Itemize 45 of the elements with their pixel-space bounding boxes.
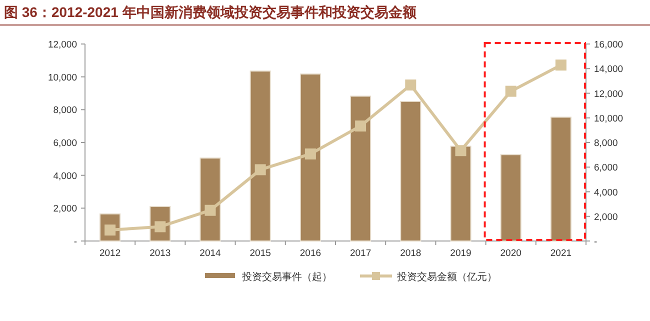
y-tick-label: 12,000 [48,40,77,50]
chart-title: 图 36：2012-2021 年中国新消费领域投资交易事件和投资交易金额 [4,4,418,20]
y2-tick-label: - [594,236,598,248]
x-tick-label: 2015 [250,248,271,259]
x-tick-label: 2020 [500,248,522,259]
bar [350,96,372,242]
x-tick-label: 2018 [400,248,422,259]
bar [250,70,271,242]
x-tick-label: 2017 [350,248,372,259]
y2-tick-label: 6,000 [594,162,618,174]
y2-tick-label: 12,000 [594,88,624,100]
legend-label: 投资交易金额（亿元） [396,271,497,283]
point [304,148,316,160]
y2-tick-label: 16,000 [594,40,624,50]
y2-tick-label: 4,000 [594,187,618,198]
point [405,80,416,90]
x-tick-label: 2016 [300,248,322,259]
y2-tick-label: 2,000 [594,212,618,223]
y2-tick-label: 10,000 [594,113,624,124]
y-tick-label: 2,000 [53,204,77,215]
x-tick-label: 2019 [450,248,472,259]
y-tick-label: - [74,236,77,248]
point [204,204,216,216]
bar [550,116,572,242]
point [505,86,516,97]
x-tick-label: 2012 [99,248,121,259]
bar [300,74,321,242]
y-tick-label: 4,000 [53,170,77,182]
x-tick-label: 2013 [150,248,171,259]
x-tick-label: 2021 [550,248,572,259]
bar [400,100,422,242]
legend-label: 投资交易事件（起） [241,271,332,283]
bar [500,154,522,242]
y-tick-label: 10,000 [48,72,77,84]
y2-tick-label: 14,000 [594,64,624,76]
x-tick-label: 2014 [200,248,221,259]
bar [200,158,221,242]
point [355,120,366,132]
y2-tick-label: 8,000 [594,138,618,149]
y-tick-label: 6,000 [53,138,77,149]
bar [450,146,472,242]
y-tick-label: 8,000 [53,105,77,116]
point [555,60,566,71]
point [254,164,266,176]
point [455,145,466,156]
